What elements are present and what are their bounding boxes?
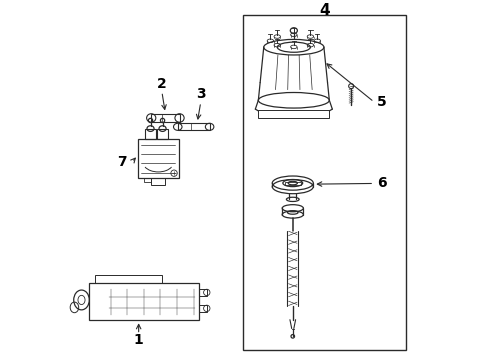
Text: 4: 4: [319, 3, 330, 18]
Bar: [243, 15, 406, 350]
Bar: [151, 178, 166, 185]
Bar: [95, 275, 162, 283]
Text: 3: 3: [196, 87, 206, 101]
Bar: [89, 283, 199, 320]
Bar: [157, 129, 168, 139]
Text: 6: 6: [377, 176, 387, 190]
Bar: [151, 114, 179, 122]
Bar: [145, 129, 156, 139]
Text: 7: 7: [117, 155, 126, 169]
Bar: [138, 139, 179, 178]
Text: 5: 5: [377, 95, 387, 109]
Bar: [199, 289, 207, 296]
Text: 1: 1: [134, 333, 144, 347]
Bar: [144, 178, 151, 183]
Bar: [285, 182, 300, 185]
Bar: [199, 305, 207, 311]
Bar: [258, 110, 329, 118]
Text: 2: 2: [157, 77, 167, 91]
Bar: [178, 123, 210, 130]
